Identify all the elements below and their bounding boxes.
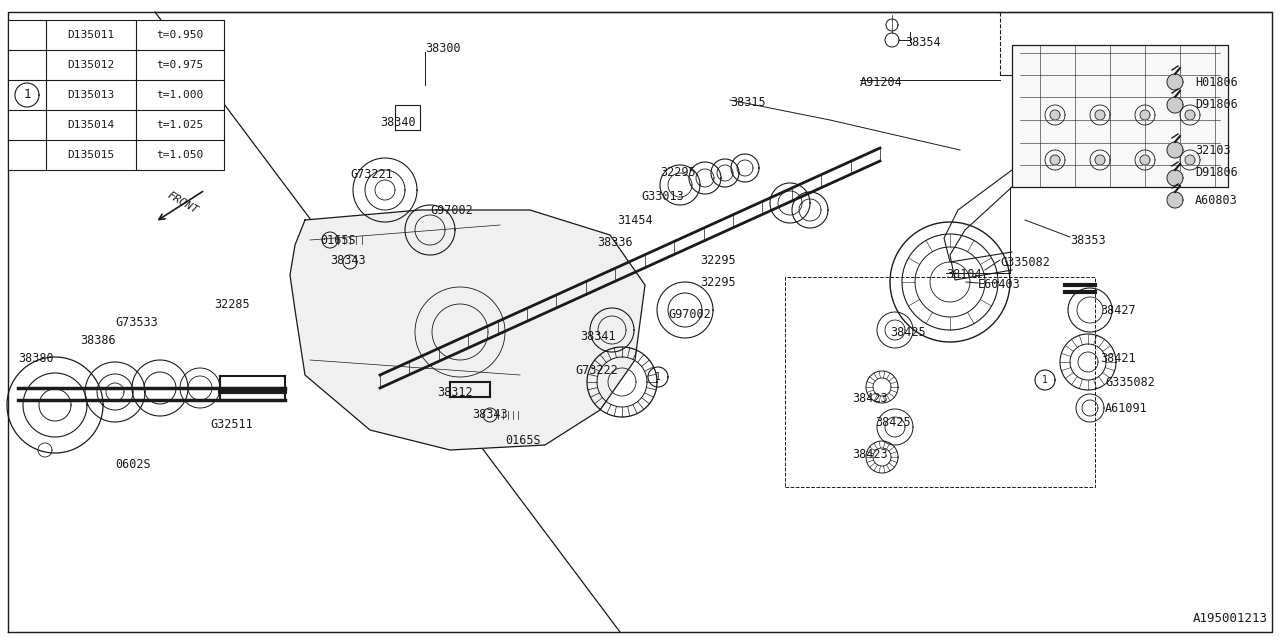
- Bar: [8, 20, 224, 170]
- Text: G73221: G73221: [349, 168, 393, 180]
- Polygon shape: [1185, 155, 1196, 165]
- Polygon shape: [1185, 110, 1196, 120]
- Polygon shape: [1050, 155, 1060, 165]
- Polygon shape: [1140, 110, 1149, 120]
- Text: 1: 1: [1042, 375, 1048, 385]
- Text: 38354: 38354: [905, 35, 941, 49]
- Text: 38341: 38341: [580, 330, 616, 344]
- Text: t=1.000: t=1.000: [156, 90, 204, 100]
- Polygon shape: [1140, 155, 1149, 165]
- Text: 38423: 38423: [852, 392, 887, 404]
- Polygon shape: [1094, 110, 1105, 120]
- Text: 38343: 38343: [330, 253, 366, 266]
- Text: A91204: A91204: [860, 77, 902, 90]
- Text: t=0.975: t=0.975: [156, 60, 204, 70]
- Text: 38312: 38312: [436, 385, 472, 399]
- Text: 38380: 38380: [18, 351, 54, 365]
- Text: 32295: 32295: [700, 253, 736, 266]
- Polygon shape: [1167, 192, 1183, 208]
- Text: 38386: 38386: [79, 333, 115, 346]
- Text: 0165S: 0165S: [506, 433, 540, 447]
- Text: 38343: 38343: [472, 408, 508, 422]
- Text: D91806: D91806: [1196, 166, 1238, 179]
- Text: A61091: A61091: [1105, 401, 1148, 415]
- Text: A195001213: A195001213: [1193, 612, 1268, 625]
- Text: 32295: 32295: [660, 166, 695, 179]
- Text: 38427: 38427: [1100, 303, 1135, 317]
- Text: G73533: G73533: [115, 316, 157, 328]
- Text: G32511: G32511: [210, 419, 252, 431]
- Text: G33013: G33013: [641, 189, 684, 202]
- Text: G335082: G335082: [1000, 255, 1050, 269]
- Text: 1: 1: [655, 372, 660, 382]
- Text: 0602S: 0602S: [115, 458, 151, 472]
- Bar: [1012, 45, 1228, 187]
- Polygon shape: [291, 210, 645, 450]
- Text: 38423: 38423: [852, 447, 887, 461]
- Polygon shape: [1094, 155, 1105, 165]
- Text: t=1.050: t=1.050: [156, 150, 204, 160]
- Text: 32103: 32103: [1196, 143, 1230, 157]
- Text: 38421: 38421: [1100, 351, 1135, 365]
- Polygon shape: [1050, 110, 1060, 120]
- Text: G97002: G97002: [430, 204, 472, 216]
- Text: G97002: G97002: [668, 308, 710, 321]
- Polygon shape: [1167, 74, 1183, 90]
- Polygon shape: [1167, 97, 1183, 113]
- Text: 38425: 38425: [876, 417, 910, 429]
- Text: A60803: A60803: [1196, 193, 1238, 207]
- Text: 38300: 38300: [425, 42, 461, 54]
- Text: G335082: G335082: [1105, 376, 1155, 388]
- Bar: [785, 277, 1094, 487]
- Text: 38353: 38353: [1070, 234, 1106, 246]
- Text: D135014: D135014: [68, 120, 115, 130]
- Text: D135011: D135011: [68, 30, 115, 40]
- Text: t=1.025: t=1.025: [156, 120, 204, 130]
- Polygon shape: [1167, 142, 1183, 158]
- Text: D135013: D135013: [68, 90, 115, 100]
- Text: 38336: 38336: [596, 236, 632, 248]
- Text: 31454: 31454: [617, 214, 653, 227]
- Text: 38315: 38315: [730, 95, 765, 109]
- Text: 38104: 38104: [946, 269, 982, 282]
- Text: 0165S: 0165S: [320, 234, 356, 246]
- Text: t=0.950: t=0.950: [156, 30, 204, 40]
- Text: 32295: 32295: [700, 275, 736, 289]
- Text: D135015: D135015: [68, 150, 115, 160]
- Text: D91806: D91806: [1196, 99, 1238, 111]
- Text: H01806: H01806: [1196, 76, 1238, 88]
- Text: 32285: 32285: [214, 298, 250, 310]
- Text: 38425: 38425: [890, 326, 925, 339]
- Text: 1: 1: [23, 88, 31, 102]
- Text: 38340: 38340: [380, 115, 416, 129]
- Text: E60403: E60403: [978, 278, 1020, 291]
- Text: D135012: D135012: [68, 60, 115, 70]
- Polygon shape: [1167, 170, 1183, 186]
- Text: G73222: G73222: [575, 364, 618, 376]
- Text: FRONT: FRONT: [166, 190, 200, 216]
